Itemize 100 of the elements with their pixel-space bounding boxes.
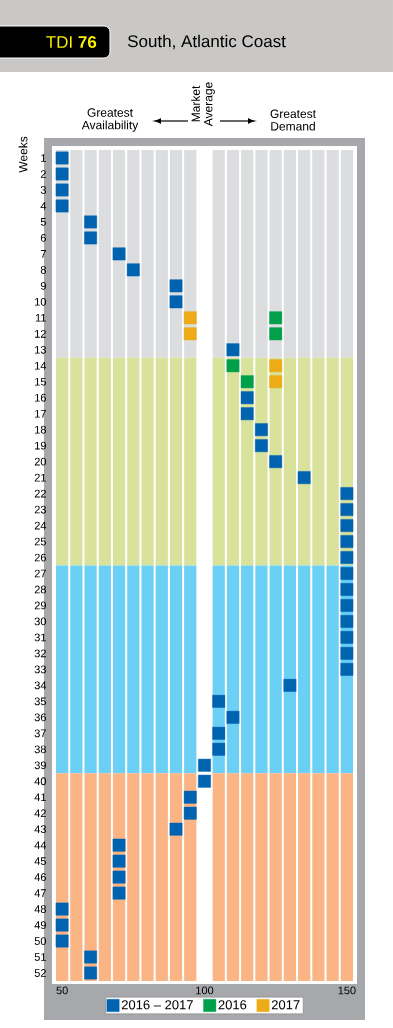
point bbox=[212, 742, 226, 756]
x-tick-label: 50 bbox=[56, 986, 68, 995]
legend-label: 2016 bbox=[218, 1000, 247, 1010]
y-tick-label: 8 bbox=[40, 265, 46, 274]
point bbox=[340, 535, 354, 548]
y-tick-label: 28 bbox=[34, 585, 46, 594]
point bbox=[297, 471, 311, 485]
legend-label: 2017 bbox=[271, 1000, 300, 1010]
point bbox=[340, 647, 354, 660]
y-tick-label: 18 bbox=[35, 425, 46, 434]
y-axis-title: Weeks bbox=[18, 136, 28, 173]
point bbox=[55, 199, 69, 213]
point bbox=[126, 263, 140, 277]
point bbox=[340, 519, 354, 532]
y-tick-label: 35 bbox=[34, 697, 46, 706]
point bbox=[169, 279, 183, 293]
point bbox=[269, 455, 283, 469]
point bbox=[340, 567, 354, 580]
y-tick-label: 50 bbox=[34, 937, 47, 945]
point bbox=[226, 710, 240, 724]
y-tick-label: 17 bbox=[35, 409, 46, 418]
y-tick-label: 36 bbox=[34, 713, 46, 722]
point bbox=[55, 151, 69, 165]
y-tick-label: 47 bbox=[34, 889, 46, 897]
y-tick-label: 2 bbox=[40, 170, 46, 178]
x-tick-label: 150 bbox=[338, 986, 356, 995]
y-tick-label: 30 bbox=[34, 617, 47, 626]
point bbox=[55, 934, 69, 948]
point bbox=[55, 167, 69, 181]
y-tick-label: 23 bbox=[34, 505, 46, 514]
point bbox=[340, 615, 354, 628]
y-tick-label: 29 bbox=[34, 601, 46, 610]
y-tick-label: 42 bbox=[34, 809, 46, 818]
text: Greatest Demand bbox=[270, 109, 316, 131]
y-tick-label: 34 bbox=[34, 681, 47, 690]
point bbox=[112, 854, 126, 868]
y-tick-label: 32 bbox=[34, 649, 46, 658]
point bbox=[84, 966, 97, 980]
text: Market Average bbox=[191, 82, 215, 127]
point bbox=[112, 886, 126, 900]
point bbox=[212, 726, 226, 740]
y-tick-label: 51 bbox=[34, 953, 46, 961]
x-tick-label: 100 bbox=[196, 986, 214, 995]
y-tick-label: 20 bbox=[34, 457, 47, 466]
point bbox=[112, 838, 126, 852]
y-tick-label: 25 bbox=[34, 537, 46, 546]
y-tick-label: 7 bbox=[40, 250, 46, 258]
y-tick-label: 26 bbox=[34, 553, 46, 562]
y-tick-label: 9 bbox=[40, 281, 46, 290]
point bbox=[269, 327, 283, 341]
y-tick-label: 6 bbox=[40, 234, 46, 242]
y-tick-label: 43 bbox=[34, 825, 46, 834]
y-tick-label: 16 bbox=[35, 393, 46, 402]
y-tick-label: 31 bbox=[34, 633, 46, 642]
y-tick-label: 44 bbox=[34, 841, 47, 849]
point bbox=[169, 295, 183, 309]
point bbox=[340, 599, 354, 612]
point bbox=[169, 822, 183, 836]
point bbox=[255, 439, 268, 453]
y-tick-label: 46 bbox=[34, 873, 46, 882]
point bbox=[183, 311, 197, 325]
point bbox=[55, 183, 69, 197]
point bbox=[183, 790, 197, 804]
y-tick-label: 45 bbox=[34, 857, 46, 865]
y-tick-label: 1 bbox=[41, 154, 46, 162]
y-tick-label: 14 bbox=[35, 361, 47, 370]
y-tick-label: 38 bbox=[34, 745, 46, 754]
point bbox=[340, 503, 354, 516]
point bbox=[84, 215, 97, 229]
point bbox=[226, 359, 240, 373]
y-tick-label: 19 bbox=[35, 441, 46, 450]
y-tick-label: 37 bbox=[34, 729, 46, 738]
point bbox=[283, 678, 297, 692]
point bbox=[340, 583, 354, 596]
point bbox=[255, 423, 268, 437]
y-tick-label: 4 bbox=[40, 202, 47, 210]
point bbox=[198, 758, 211, 772]
y-tick-label: 21 bbox=[34, 473, 46, 482]
point bbox=[340, 487, 354, 500]
point bbox=[240, 407, 254, 421]
point bbox=[183, 327, 197, 341]
y-tick-label: 22 bbox=[34, 489, 46, 498]
y-tick-label: 11 bbox=[35, 314, 46, 322]
y-tick-label: 3 bbox=[40, 186, 46, 194]
y-tick-label: 5 bbox=[40, 218, 46, 226]
point bbox=[112, 870, 126, 884]
text: Greatest Availability bbox=[81, 108, 139, 132]
y-tick-label: 40 bbox=[34, 777, 47, 786]
point bbox=[269, 359, 283, 373]
y-tick-label: 48 bbox=[34, 905, 46, 913]
point bbox=[340, 551, 354, 564]
y-tick-label: 41 bbox=[34, 793, 46, 802]
point bbox=[269, 375, 283, 389]
point bbox=[198, 774, 211, 788]
y-tick-label: 27 bbox=[34, 569, 46, 578]
y-tick-label: 13 bbox=[35, 345, 46, 354]
point bbox=[226, 343, 240, 357]
point bbox=[183, 806, 197, 820]
y-tick-label: 10 bbox=[35, 297, 47, 306]
legend-label: 2016 – 2017 bbox=[121, 1000, 193, 1010]
